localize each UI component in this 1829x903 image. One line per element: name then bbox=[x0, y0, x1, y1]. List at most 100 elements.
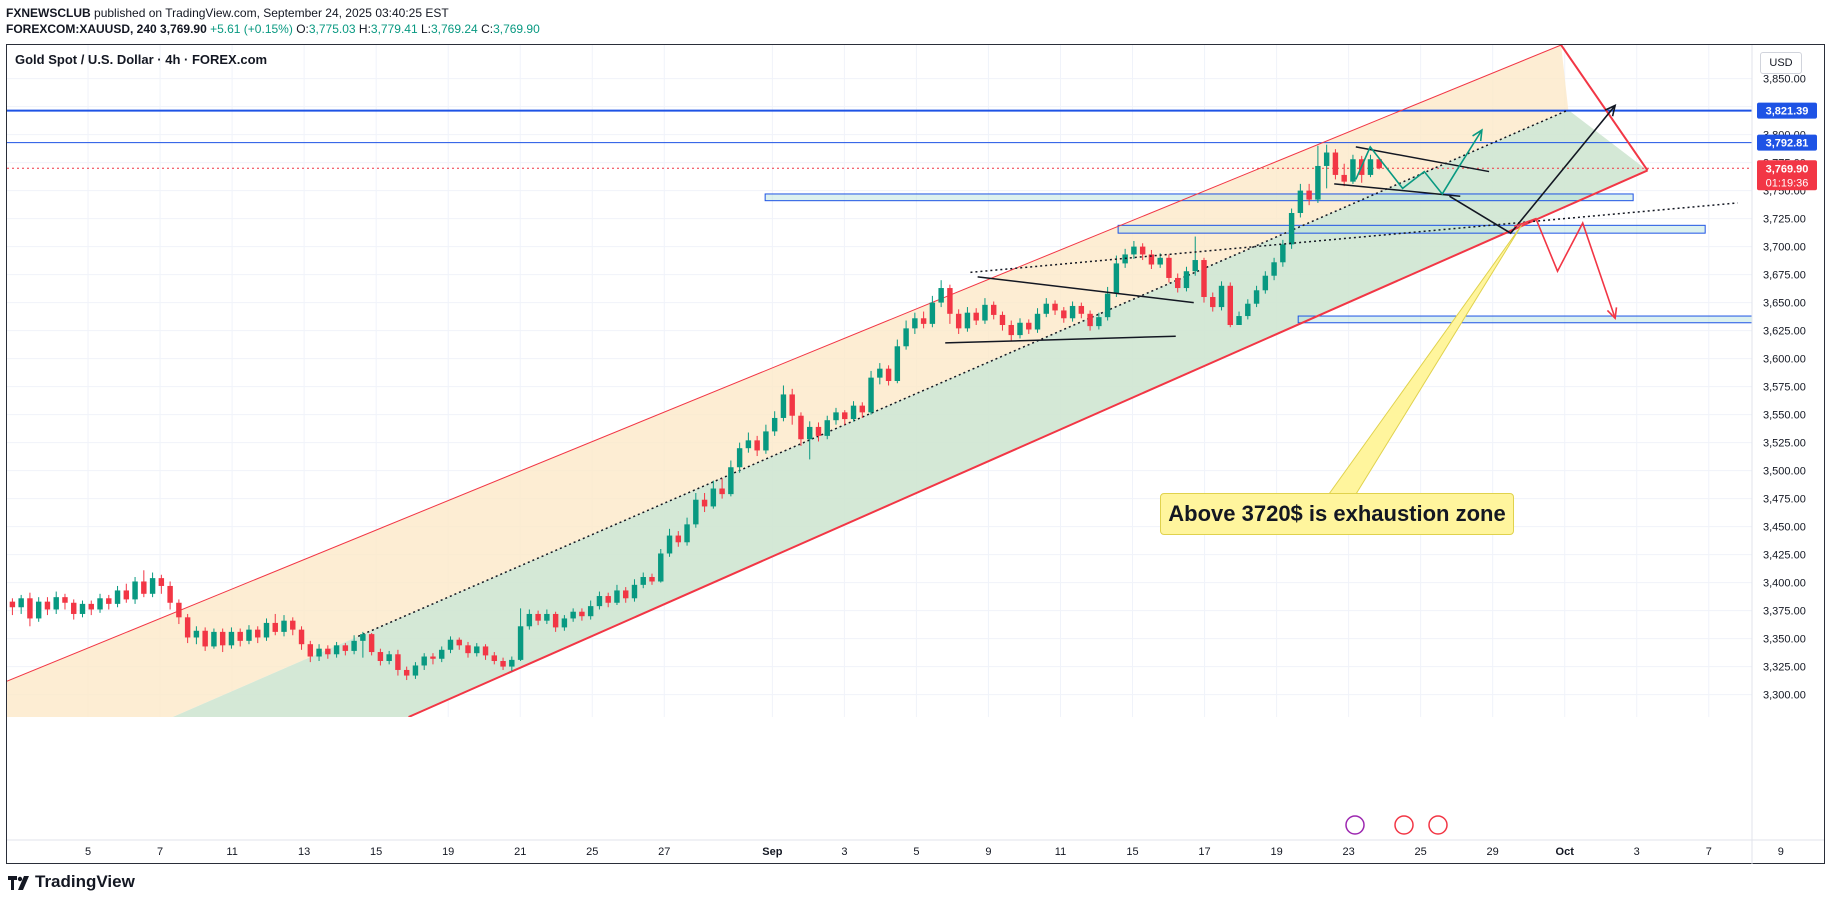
y-axis-tick-label: 3,650.00 bbox=[1763, 298, 1806, 310]
candle-body bbox=[1069, 305, 1076, 319]
candle-body bbox=[1262, 275, 1269, 291]
candle-body bbox=[430, 656, 436, 659]
candle-body bbox=[18, 598, 24, 608]
candle-body bbox=[605, 596, 611, 603]
y-axis-tick-label: 3,625.00 bbox=[1763, 326, 1806, 338]
candle-body bbox=[421, 656, 427, 666]
close-label: C: bbox=[481, 22, 494, 36]
candle-body bbox=[815, 426, 822, 436]
candle-body bbox=[351, 640, 357, 651]
candle-body bbox=[123, 590, 130, 600]
candle-body bbox=[9, 601, 16, 608]
x-axis-tick-label: 23 bbox=[1342, 846, 1354, 858]
candle-body bbox=[771, 417, 778, 432]
price-tag-label: 3,821.39 bbox=[1766, 106, 1809, 118]
candle-body bbox=[403, 669, 410, 676]
candle-body bbox=[149, 578, 156, 594]
candle-body bbox=[1288, 213, 1295, 245]
candle-body bbox=[1210, 297, 1216, 308]
candle-body bbox=[1113, 263, 1120, 294]
candle-body bbox=[281, 620, 287, 632]
projection-path bbox=[1355, 129, 1483, 196]
tradingview-logo[interactable]: TradingView bbox=[8, 872, 135, 892]
candle-body bbox=[1034, 313, 1041, 330]
candle-body bbox=[53, 597, 59, 610]
candle-body bbox=[1332, 152, 1339, 175]
x-axis-tick-label: 5 bbox=[85, 846, 91, 858]
price-tag-label: 3,769.90 bbox=[1766, 163, 1809, 175]
candle-body bbox=[447, 639, 454, 650]
x-axis-tick-label: 9 bbox=[1778, 846, 1784, 858]
candle-body bbox=[859, 405, 866, 413]
x-axis-tick-label: 15 bbox=[1126, 846, 1138, 858]
candle-body bbox=[1026, 322, 1032, 330]
publish-info: FXNEWSCLUB published on TradingView.com,… bbox=[6, 6, 449, 20]
support-zone bbox=[1117, 224, 1706, 234]
trend-line bbox=[977, 276, 1194, 304]
y-axis-tick-label: 3,550.00 bbox=[1763, 410, 1806, 422]
candle-body bbox=[1227, 285, 1233, 325]
candle-body bbox=[684, 524, 690, 543]
chart-frame[interactable] bbox=[6, 44, 1825, 864]
x-axis-tick-label: 17 bbox=[1198, 846, 1210, 858]
channel-lower-line bbox=[408, 169, 1648, 717]
y-axis-tick-label: 3,450.00 bbox=[1763, 522, 1806, 534]
candle-body bbox=[509, 659, 515, 667]
candle-body bbox=[1148, 254, 1155, 265]
candle-body bbox=[964, 312, 971, 329]
candle-body bbox=[71, 602, 77, 614]
channel-edge-line bbox=[1560, 45, 1649, 172]
x-axis-tick-label: 21 bbox=[514, 846, 526, 858]
candle-body bbox=[263, 622, 270, 638]
candle-body bbox=[885, 368, 892, 381]
candle-body bbox=[456, 639, 462, 646]
candle-body bbox=[1350, 159, 1356, 182]
y-axis-tick-label: 3,400.00 bbox=[1763, 578, 1806, 590]
candle-body bbox=[833, 412, 839, 421]
candle-body bbox=[97, 598, 103, 610]
y-axis-tick-label: 3,600.00 bbox=[1763, 354, 1806, 366]
y-axis-tick-label: 3,725.00 bbox=[1763, 214, 1806, 226]
candle-body bbox=[719, 488, 725, 495]
candle-body bbox=[1008, 325, 1014, 336]
candle-body bbox=[132, 581, 138, 600]
candle-body bbox=[570, 611, 576, 619]
candle-body bbox=[88, 603, 94, 610]
channel-upper-fill bbox=[7, 45, 1569, 717]
candle-body bbox=[1061, 310, 1067, 319]
x-axis-tick-label: 19 bbox=[1270, 846, 1282, 858]
projection-path bbox=[1514, 217, 1616, 319]
candle-body bbox=[395, 654, 401, 670]
y-axis-tick-label: 3,425.00 bbox=[1763, 550, 1806, 562]
candle-body bbox=[640, 577, 646, 585]
candle-body bbox=[176, 602, 182, 618]
candle-body bbox=[955, 313, 962, 329]
candle-body bbox=[973, 312, 979, 321]
candle-body bbox=[982, 304, 988, 321]
candle-body bbox=[807, 426, 813, 440]
chart-title: Gold Spot / U.S. Dollar · 4h · FOREX.com bbox=[15, 52, 268, 67]
candle-body bbox=[342, 645, 349, 651]
economic-event-icon bbox=[1428, 815, 1448, 835]
countdown-label: 01:19:36 bbox=[1766, 177, 1809, 189]
candle-body bbox=[658, 553, 664, 582]
candle-body bbox=[877, 368, 883, 378]
candle-body bbox=[623, 590, 629, 599]
candle-body bbox=[1201, 260, 1207, 297]
y-axis-tick-label: 3,575.00 bbox=[1763, 382, 1806, 394]
candle-body bbox=[789, 394, 795, 416]
x-axis-tick-label: 19 bbox=[442, 846, 454, 858]
x-axis-tick-label: 9 bbox=[985, 846, 991, 858]
candle-body bbox=[579, 611, 585, 617]
candle-body bbox=[517, 626, 524, 660]
currency-selector[interactable]: USD bbox=[1760, 52, 1802, 74]
y-axis-tick-label: 3,375.00 bbox=[1763, 606, 1806, 618]
candle-body bbox=[903, 328, 909, 347]
candle-body bbox=[228, 631, 235, 646]
tradingview-brand: TradingView bbox=[35, 872, 135, 891]
y-axis-tick-label: 3,350.00 bbox=[1763, 634, 1806, 646]
candle-body bbox=[368, 634, 375, 653]
candle-body bbox=[1192, 260, 1198, 272]
candle-body bbox=[325, 648, 331, 655]
